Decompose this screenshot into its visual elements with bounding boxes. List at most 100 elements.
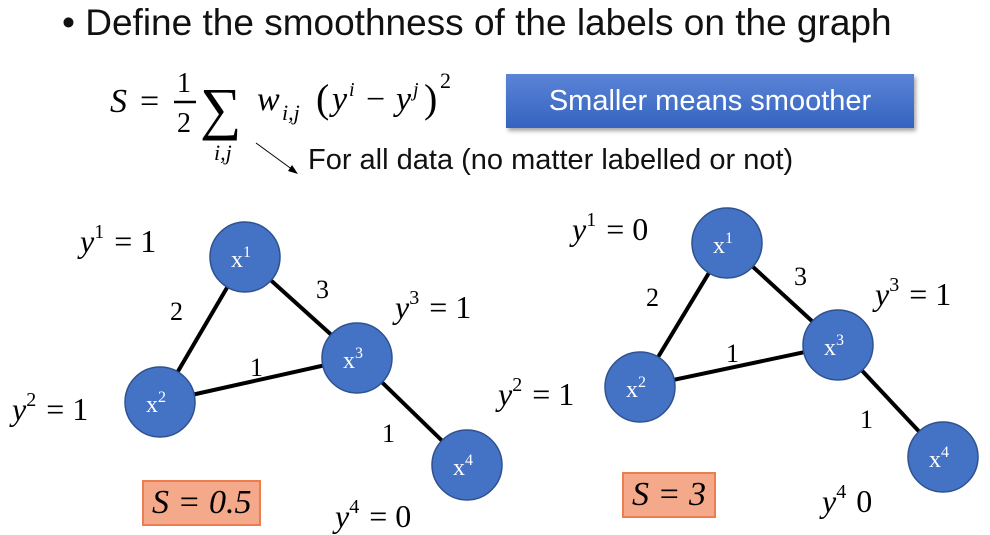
edge-weight: 2: [646, 283, 659, 312]
y-label: y2 = 1: [495, 374, 574, 412]
formula-s1: i: [349, 79, 355, 101]
y-value: = 1: [114, 223, 156, 259]
y-var: y: [9, 391, 27, 427]
s-value-box-right: S = 3: [622, 472, 716, 518]
formula-w: w: [257, 81, 280, 118]
formula-num: 1: [177, 68, 191, 99]
node-var: x: [231, 247, 243, 273]
edge-weight: 2: [170, 297, 183, 326]
node-label: x1: [231, 244, 251, 273]
formula-sum: ∑: [200, 76, 241, 141]
node-label: x3: [343, 345, 363, 374]
y-value: = 1: [532, 376, 574, 412]
y-label: y4 0: [819, 481, 872, 519]
node-sup: 1: [243, 244, 251, 261]
s-value-box-left: S = 0.5: [142, 480, 262, 526]
y-value: 0: [856, 483, 872, 519]
edge-weight: 1: [860, 405, 873, 434]
arrow-line: [255, 142, 294, 171]
node-sup: 2: [638, 374, 646, 391]
node-sup: 4: [941, 444, 949, 461]
formula-wsub: i,j: [282, 100, 300, 125]
node-label: x1: [713, 230, 733, 259]
node-var: x: [453, 455, 465, 481]
node-var: x: [146, 392, 158, 418]
formula-den: 2: [177, 108, 191, 139]
node-label: x4: [453, 452, 473, 481]
all-data-note: For all data (no matter labelled or not): [308, 144, 794, 176]
y-var: y: [495, 376, 513, 412]
node-sup: 3: [836, 332, 844, 349]
edge-weight: 1: [382, 419, 395, 448]
formula-eq: =: [140, 83, 159, 120]
y-sup: 3: [409, 287, 419, 309]
y-label: y3 = 1: [872, 274, 951, 312]
y-label: y4 = 0: [332, 496, 411, 534]
smaller-means-smoother-badge: Smaller means smoother: [506, 74, 914, 128]
y-var: y: [392, 289, 410, 325]
formula-y1: y: [329, 81, 348, 118]
y-label: y2 = 1: [9, 389, 88, 427]
formula-open: (: [316, 76, 329, 121]
y-sup: 4: [349, 496, 359, 518]
graph-node: [907, 421, 979, 493]
node-sup: 4: [465, 452, 473, 469]
formula-y2: y: [393, 81, 412, 118]
y-value: = 0: [606, 211, 648, 247]
graph-node: [604, 351, 676, 423]
formula-pow: 2: [440, 68, 451, 93]
graph-node: [802, 309, 874, 381]
y-var: y: [872, 276, 890, 312]
node-label: x2: [146, 389, 166, 418]
graph-node: [691, 207, 763, 279]
node-label: x2: [626, 374, 646, 403]
graph-node: [124, 366, 196, 438]
y-sup: 1: [586, 209, 596, 231]
y-var: y: [77, 223, 95, 259]
edge-weight: 3: [316, 275, 329, 304]
y-value: = 1: [909, 276, 951, 312]
y-sup: 4: [836, 481, 846, 503]
formula-s2: j: [410, 79, 419, 101]
y-sup: 3: [889, 274, 899, 296]
y-value: = 0: [369, 498, 411, 534]
arrow-head-icon: [288, 165, 298, 174]
y-sup: 1: [94, 221, 104, 243]
node-label: x3: [824, 332, 844, 361]
formula-minus: −: [366, 81, 385, 118]
y-value: = 1: [46, 391, 88, 427]
node-var: x: [929, 447, 941, 473]
smoothness-formula: S = 1 2 ∑ i,j w i,j ( y i − y j ) 2: [110, 68, 451, 174]
y-var: y: [819, 483, 837, 519]
node-sup: 3: [355, 345, 363, 362]
y-sup: 2: [26, 389, 36, 411]
node-var: x: [824, 335, 836, 361]
y-var: y: [332, 498, 350, 534]
node-var: x: [343, 348, 355, 374]
node-var: x: [626, 377, 638, 403]
node-var: x: [713, 233, 725, 259]
edge-weight: 3: [794, 262, 807, 291]
bullet-heading: • Define the smoothness of the labels on…: [62, 2, 892, 44]
y-var: y: [569, 211, 587, 247]
formula-close: ): [424, 76, 437, 121]
bullet-symbol: •: [62, 2, 75, 43]
node-sup: 1: [725, 230, 733, 247]
y-sup: 2: [512, 374, 522, 396]
graph-node: [431, 429, 503, 501]
y-value: = 1: [429, 289, 471, 325]
node-label: x4: [929, 444, 949, 473]
y-label: y1 = 1: [77, 221, 156, 259]
y-label: y3 = 1: [392, 287, 471, 325]
edge-weight: 1: [250, 353, 263, 382]
formula-sub: i,j: [214, 140, 232, 165]
graph-node: [321, 322, 393, 394]
y-label: y1 = 0: [569, 209, 648, 247]
graph-node: [209, 221, 281, 293]
edge-weight: 1: [726, 339, 739, 368]
heading-text: Define the smoothness of the labels on t…: [85, 2, 892, 43]
formula-s: S: [110, 83, 127, 120]
